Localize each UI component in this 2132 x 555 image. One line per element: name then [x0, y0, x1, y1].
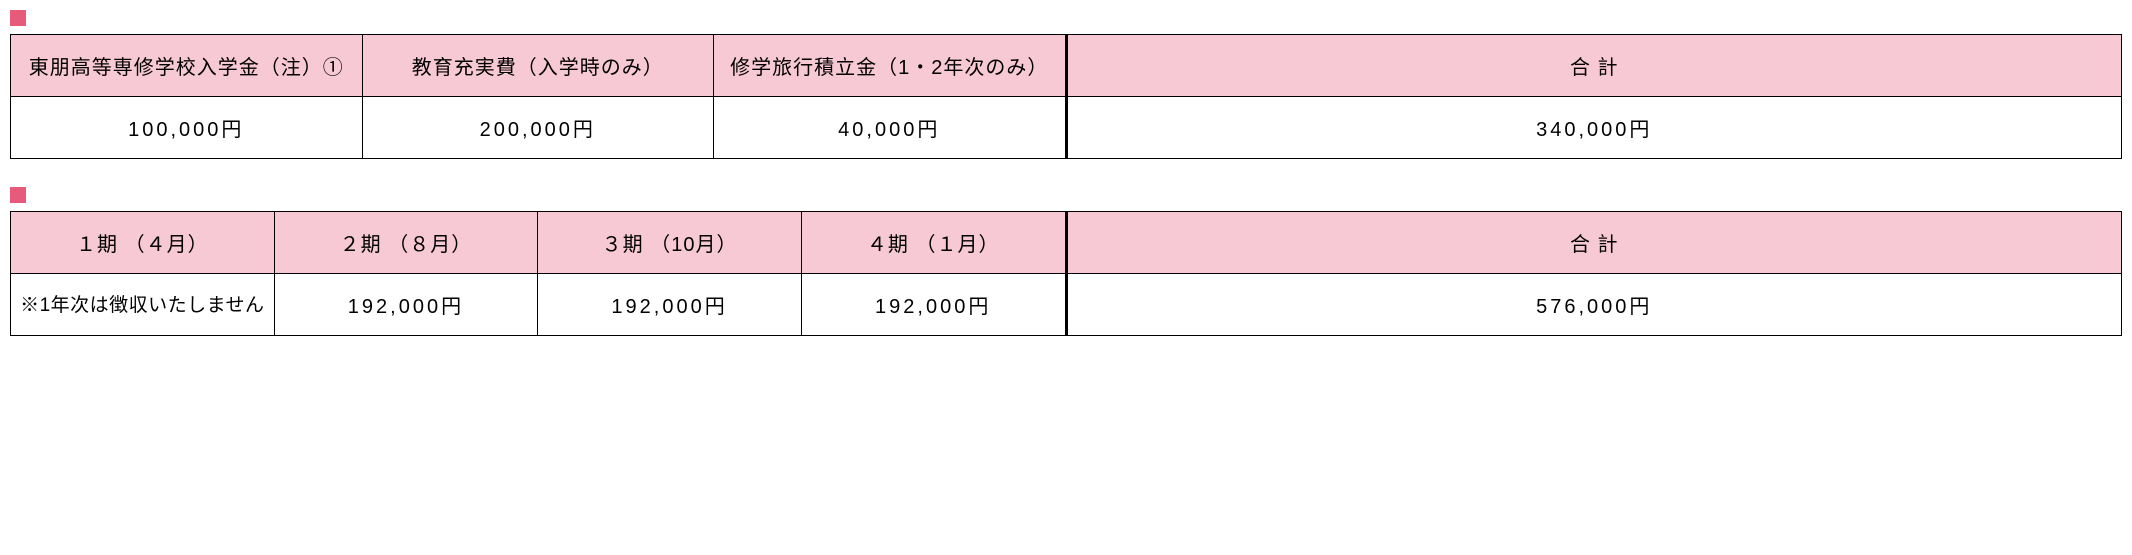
table-1-value-0: 100,000円 — [11, 97, 362, 158]
table-2-col-0: １期 （４月） ※1年次は徴収いたしません — [11, 212, 275, 335]
table-2-value-0: ※1年次は徴収いたしません — [11, 274, 274, 333]
table-1-main: 東朋高等専修学校入学金（注）① 100,000円 教育充実費（入学時のみ） 20… — [11, 35, 1065, 158]
table-2-header-0: １期 （４月） — [11, 212, 274, 274]
table-1: 東朋高等専修学校入学金（注）① 100,000円 教育充実費（入学時のみ） 20… — [10, 34, 2122, 159]
table-1-total-value: 340,000円 — [1068, 97, 2122, 158]
table-1-value-2: 40,000円 — [714, 97, 1065, 158]
table-1-col-0: 東朋高等専修学校入学金（注）① 100,000円 — [11, 35, 363, 158]
bullet-icon — [10, 187, 26, 203]
table-2: １期 （４月） ※1年次は徴収いたしません ２期 （８月） 192,000円 ３… — [10, 211, 2122, 336]
table-2-total: 合 計 576,000円 — [1065, 212, 2122, 335]
table-1-col-2: 修学旅行積立金（1・2年次のみ） 40,000円 — [714, 35, 1065, 158]
section-header-1 — [10, 10, 2122, 26]
table-2-value-3: 192,000円 — [802, 274, 1065, 335]
table-2-header-3: ４期 （１月） — [802, 212, 1065, 274]
table-2-header-1: ２期 （８月） — [275, 212, 538, 274]
table-1-header-1: 教育充実費（入学時のみ） — [363, 35, 714, 97]
table-2-total-header: 合 計 — [1068, 212, 2122, 274]
section-fees-2: １期 （４月） ※1年次は徴収いたしません ２期 （８月） 192,000円 ３… — [10, 187, 2122, 336]
bullet-icon — [10, 10, 26, 26]
section-header-2 — [10, 187, 2122, 203]
table-2-col-2: ３期 （10月） 192,000円 — [538, 212, 802, 335]
table-2-main: １期 （４月） ※1年次は徴収いたしません ２期 （８月） 192,000円 ３… — [11, 212, 1065, 335]
table-2-col-1: ２期 （８月） 192,000円 — [275, 212, 539, 335]
table-1-col-1: 教育充実費（入学時のみ） 200,000円 — [363, 35, 715, 158]
table-2-value-1: 192,000円 — [275, 274, 538, 335]
table-2-col-3: ４期 （１月） 192,000円 — [802, 212, 1065, 335]
table-2-total-value: 576,000円 — [1068, 274, 2122, 335]
table-1-header-0: 東朋高等専修学校入学金（注）① — [11, 35, 362, 97]
table-1-total-header: 合 計 — [1068, 35, 2122, 97]
table-1-header-2: 修学旅行積立金（1・2年次のみ） — [714, 35, 1065, 97]
table-2-header-2: ３期 （10月） — [538, 212, 801, 274]
section-fees-1: 東朋高等専修学校入学金（注）① 100,000円 教育充実費（入学時のみ） 20… — [10, 10, 2122, 159]
table-1-value-1: 200,000円 — [363, 97, 714, 158]
table-2-value-2: 192,000円 — [538, 274, 801, 335]
table-1-total: 合 計 340,000円 — [1065, 35, 2122, 158]
